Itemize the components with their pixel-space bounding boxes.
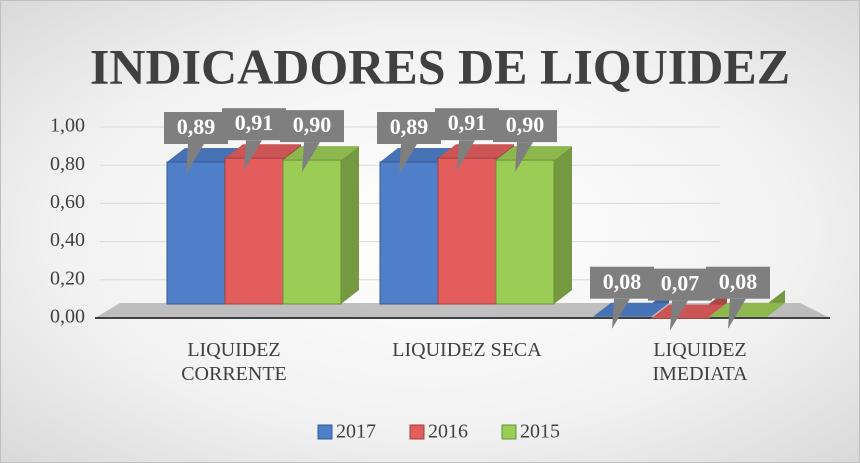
- data-label: 0,89: [177, 114, 216, 139]
- bar: [495, 146, 572, 305]
- y-tick-label: 1,00: [50, 115, 85, 137]
- bar-face: [225, 144, 301, 159]
- label-pointer: [186, 144, 204, 175]
- x-tick-label: LIQUIDEZ CORRENTE: [181, 339, 287, 385]
- label-box: [222, 108, 286, 141]
- bar-face: [593, 302, 669, 317]
- bar-face: [438, 144, 514, 159]
- bar-face: [282, 159, 342, 305]
- label-pointer: [302, 142, 320, 173]
- data-label: 0,90: [293, 112, 332, 137]
- label-pointer: [515, 142, 533, 173]
- data-label: 0,89: [390, 114, 429, 139]
- label-box: [164, 112, 228, 145]
- data-label: 0,08: [603, 269, 642, 294]
- legend-label: 2015: [520, 421, 560, 443]
- legend-swatch: [317, 424, 333, 440]
- legend-label: 2016: [428, 421, 468, 443]
- y-tick-label: 0,60: [50, 191, 85, 213]
- bar-face: [341, 146, 359, 304]
- label-box: [435, 108, 499, 141]
- bar: [282, 146, 359, 305]
- bar-face: [283, 146, 359, 161]
- bar-face: [496, 146, 572, 161]
- bar-face: [495, 159, 555, 305]
- bar-face: [166, 161, 226, 305]
- label-pointer: [244, 140, 262, 171]
- bar-face: [709, 302, 785, 317]
- bar-face: [380, 148, 456, 163]
- label-pointer: [670, 300, 688, 331]
- y-tick-label: 0,20: [50, 267, 85, 289]
- x-tick-label: LIQUIDEZ IMEDIATA: [652, 339, 748, 385]
- label-box: [590, 266, 654, 299]
- bar-face: [379, 161, 439, 305]
- bar-face: [437, 157, 497, 305]
- y-tick-label: 0,80: [50, 153, 85, 175]
- bar-face: [554, 146, 572, 304]
- legend-swatch: [409, 424, 425, 440]
- label-pointer: [728, 298, 746, 329]
- data-label: 0,08: [719, 269, 758, 294]
- bar-face: [224, 157, 284, 305]
- bar: [709, 290, 785, 317]
- label-box: [648, 268, 712, 301]
- label-pointer: [612, 298, 630, 329]
- y-tick-label: 0,40: [50, 229, 85, 251]
- label-box: [706, 266, 770, 299]
- label-box: [280, 110, 344, 143]
- label-pointer: [457, 140, 475, 171]
- bar-face: [167, 148, 243, 163]
- y-tick-label: 0,00: [50, 306, 85, 328]
- data-label: 0,07: [661, 271, 700, 296]
- legend-swatch: [501, 424, 517, 440]
- data-label: 0,90: [506, 112, 545, 137]
- chart-title: INDICADORES DE LIQUIDEZ: [90, 38, 790, 94]
- data-label: 0,91: [448, 110, 487, 135]
- x-tick-label: LIQUIDEZ SECA: [392, 339, 542, 361]
- bar-face: [651, 304, 727, 319]
- legend-label: 2017: [336, 421, 376, 443]
- label-box: [377, 112, 441, 145]
- label-box: [493, 110, 557, 143]
- data-label: 0,91: [235, 110, 274, 135]
- label-pointer: [399, 144, 417, 175]
